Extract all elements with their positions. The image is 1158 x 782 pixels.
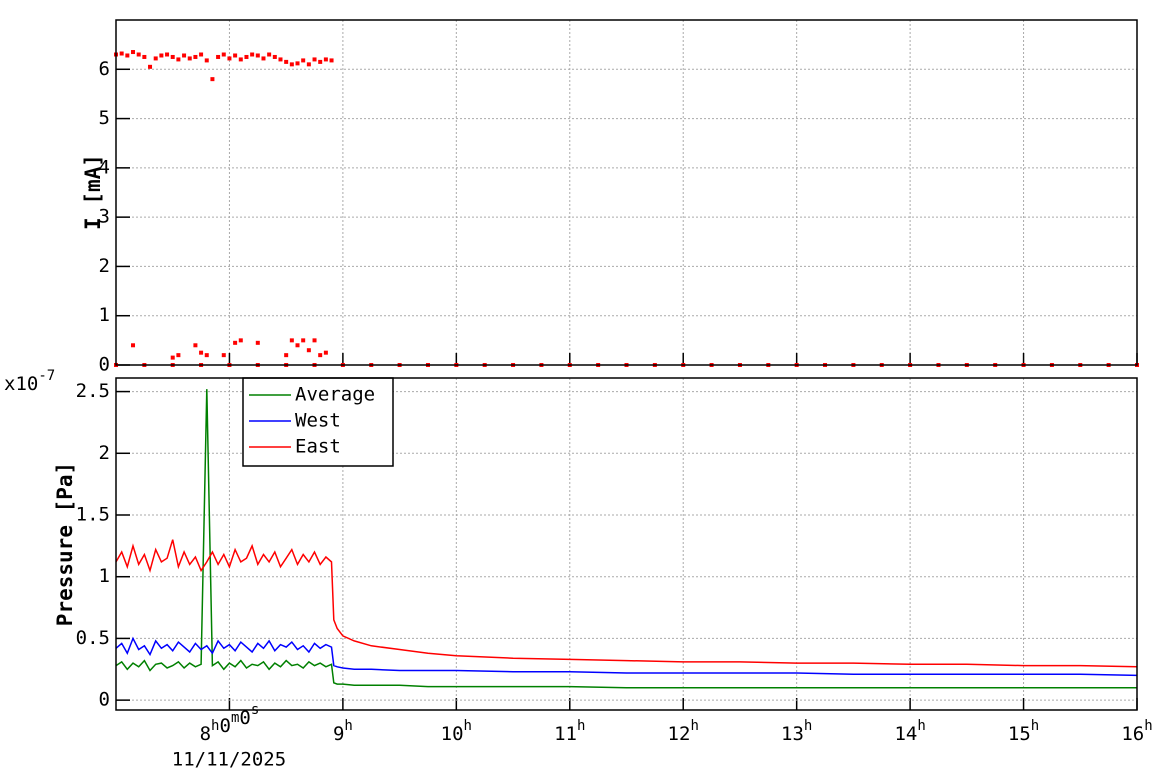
plot-frame [115, 19, 1138, 366]
data-point [312, 57, 317, 62]
data-point [250, 52, 255, 57]
y-tick-label: 0 [99, 689, 110, 711]
y-tick-label: 0.5 [76, 627, 110, 649]
data-point [221, 353, 226, 358]
data-point [306, 348, 311, 353]
data-point [204, 58, 209, 63]
data-point [238, 338, 243, 343]
y-tick-label: 2.5 [76, 380, 110, 402]
data-point [159, 53, 164, 58]
plot-frame [115, 377, 1138, 711]
data-point [193, 54, 198, 59]
legend-box [242, 377, 394, 467]
y-tick-label: 2 [99, 442, 110, 464]
data-point [323, 350, 328, 355]
data-point [216, 54, 221, 59]
x-tick-label: 10h [441, 718, 472, 745]
data-point [261, 56, 266, 61]
data-point [187, 56, 192, 61]
x-tick-label: 16h [1121, 718, 1152, 745]
data-point [272, 54, 277, 59]
data-point [153, 56, 158, 61]
data-point [136, 52, 141, 57]
data-point [284, 59, 289, 64]
x-tick-label: 11h [554, 718, 585, 745]
data-point [323, 57, 328, 62]
data-point [131, 50, 136, 55]
y-axis-label: Pressure [Pa] [53, 462, 77, 626]
data-point [170, 54, 175, 59]
data-point [295, 343, 300, 348]
data-point [125, 53, 130, 58]
data-point [199, 350, 204, 355]
y-tick-label: 0 [99, 354, 110, 376]
x-tick-label: 15h [1008, 718, 1039, 745]
data-point [182, 53, 187, 58]
x-tick-label: 9h [333, 718, 353, 745]
data-point [238, 57, 243, 62]
y-tick-label: 6 [99, 58, 110, 80]
data-point [170, 355, 175, 360]
y-tick-label: 5 [99, 107, 110, 129]
data-point [289, 62, 294, 67]
data-point [244, 54, 249, 59]
data-point [318, 353, 323, 358]
data-point [199, 52, 204, 57]
data-point [312, 338, 317, 343]
data-point [176, 57, 181, 62]
date-label: 11/11/2025 [172, 749, 286, 771]
y-tick-label: 1 [99, 304, 110, 326]
y-axis-label: I [mA] [81, 154, 105, 230]
data-point [221, 52, 226, 57]
series-line [115, 539, 1138, 668]
data-point [165, 52, 170, 57]
data-point [210, 77, 215, 82]
x-tick-label: 12h [668, 718, 699, 745]
data-point [131, 343, 136, 348]
data-point [295, 61, 300, 66]
data-point [148, 64, 153, 69]
data-point [233, 53, 238, 58]
y-tick-label: 1.5 [76, 503, 110, 525]
data-point [119, 51, 124, 56]
series-line [115, 636, 1138, 677]
data-point [318, 59, 323, 64]
series-line [115, 389, 1137, 689]
data-point [289, 338, 294, 343]
data-point [306, 62, 311, 67]
y-tick-label: 1 [99, 565, 110, 587]
data-point [301, 338, 306, 343]
y-tick-label: 2 [99, 255, 110, 277]
data-point [284, 353, 289, 358]
data-point [301, 58, 306, 63]
data-point [204, 353, 209, 358]
y-tick-label: 4 [99, 156, 110, 178]
data-point [278, 57, 283, 62]
data-point [176, 353, 181, 358]
data-point [255, 340, 260, 345]
data-point [233, 340, 238, 345]
legend-label: East [295, 436, 341, 458]
data-point [227, 56, 232, 61]
y-multiplier: x10-7 [4, 368, 55, 395]
x-tick-label: 14h [894, 718, 925, 745]
y-tick-label: 3 [99, 206, 110, 228]
data-point [267, 52, 272, 57]
legend-label: Average [295, 384, 375, 406]
data-point [142, 54, 147, 59]
legend-label: West [295, 410, 341, 432]
data-point [329, 58, 334, 63]
x-tick-label: 13h [781, 718, 812, 745]
data-point [255, 53, 260, 58]
data-point [193, 343, 198, 348]
